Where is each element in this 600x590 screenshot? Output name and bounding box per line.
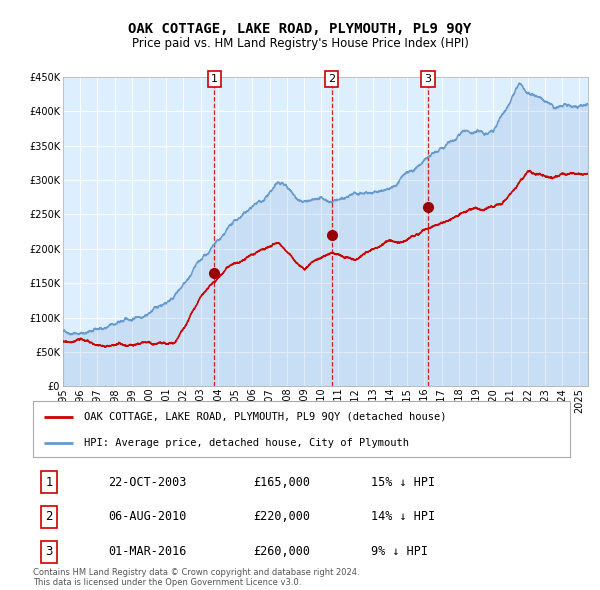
Text: £165,000: £165,000 [253, 476, 310, 489]
Text: 2: 2 [46, 510, 53, 523]
Text: 14% ↓ HPI: 14% ↓ HPI [371, 510, 436, 523]
Text: 1: 1 [46, 476, 53, 489]
Text: 3: 3 [46, 545, 53, 558]
Text: Contains HM Land Registry data © Crown copyright and database right 2024.
This d: Contains HM Land Registry data © Crown c… [33, 568, 359, 587]
Text: £260,000: £260,000 [253, 545, 310, 558]
Text: £220,000: £220,000 [253, 510, 310, 523]
Text: Price paid vs. HM Land Registry's House Price Index (HPI): Price paid vs. HM Land Registry's House … [131, 37, 469, 50]
Text: 2: 2 [328, 74, 335, 84]
Text: 22-OCT-2003: 22-OCT-2003 [108, 476, 187, 489]
Text: 06-AUG-2010: 06-AUG-2010 [108, 510, 187, 523]
Text: 9% ↓ HPI: 9% ↓ HPI [371, 545, 428, 558]
Text: OAK COTTAGE, LAKE ROAD, PLYMOUTH, PL9 9QY: OAK COTTAGE, LAKE ROAD, PLYMOUTH, PL9 9Q… [128, 22, 472, 37]
Text: 3: 3 [424, 74, 431, 84]
Text: 01-MAR-2016: 01-MAR-2016 [108, 545, 187, 558]
Text: OAK COTTAGE, LAKE ROAD, PLYMOUTH, PL9 9QY (detached house): OAK COTTAGE, LAKE ROAD, PLYMOUTH, PL9 9Q… [84, 412, 446, 422]
Text: 1: 1 [211, 74, 218, 84]
Text: HPI: Average price, detached house, City of Plymouth: HPI: Average price, detached house, City… [84, 438, 409, 448]
Text: 15% ↓ HPI: 15% ↓ HPI [371, 476, 436, 489]
